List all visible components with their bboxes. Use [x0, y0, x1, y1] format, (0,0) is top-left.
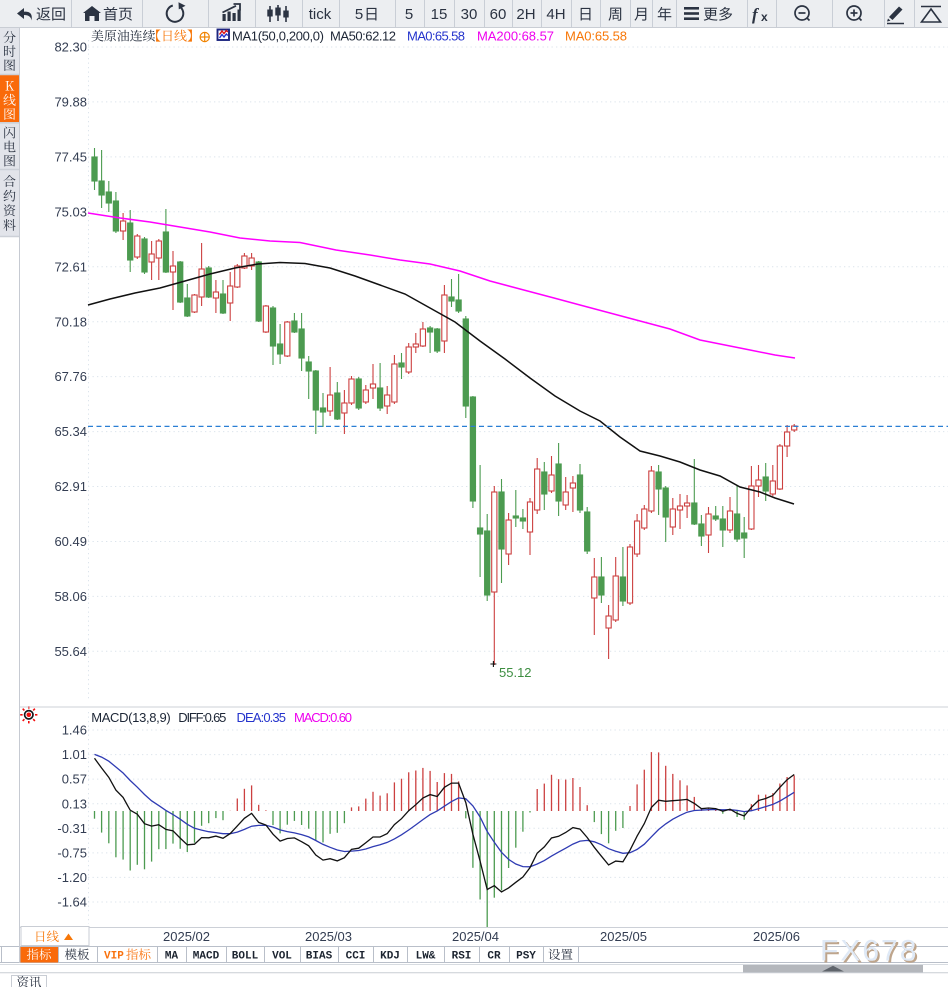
svg-text:MACD:0.60: MACD:0.60 — [294, 710, 352, 725]
svg-text:77.45: 77.45 — [54, 150, 87, 165]
svg-text:2025/05: 2025/05 — [600, 929, 647, 944]
svg-text:RSI: RSI — [452, 951, 472, 963]
svg-text:82.30: 82.30 — [54, 40, 87, 55]
svg-text:-0.75: -0.75 — [57, 846, 87, 861]
svg-text:BOLL: BOLL — [232, 951, 259, 963]
svg-text:65.34: 65.34 — [54, 424, 87, 439]
svg-text:MA0:65.58: MA0:65.58 — [407, 28, 465, 43]
svg-text:BIAS: BIAS — [306, 951, 333, 963]
svg-text:55.64: 55.64 — [54, 644, 87, 659]
svg-text:MA0:65.58: MA0:65.58 — [565, 28, 627, 43]
svg-text:CCI: CCI — [346, 951, 366, 963]
svg-text:5: 5 — [355, 6, 363, 23]
svg-text:5: 5 — [405, 6, 413, 23]
svg-text:MACD(13,8,9): MACD(13,8,9) — [91, 710, 171, 725]
svg-text:-1.20: -1.20 — [57, 870, 87, 885]
svg-text:x: x — [761, 10, 768, 24]
svg-text:2025/03: 2025/03 — [305, 929, 352, 944]
svg-text:1.01: 1.01 — [62, 747, 87, 762]
svg-text:PSY: PSY — [516, 951, 536, 963]
svg-text:MA200:68.57: MA200:68.57 — [477, 28, 554, 43]
svg-text:58.06: 58.06 — [54, 589, 87, 604]
svg-text:62.91: 62.91 — [54, 479, 87, 494]
svg-text:2H: 2H — [516, 6, 535, 23]
svg-text:15: 15 — [431, 6, 448, 23]
svg-text:2025/06: 2025/06 — [753, 929, 800, 944]
svg-text:60.49: 60.49 — [54, 534, 87, 549]
svg-text:72.61: 72.61 — [54, 259, 87, 274]
svg-text:LW&: LW& — [416, 951, 436, 963]
svg-text:67.76: 67.76 — [54, 369, 87, 384]
svg-text:55.12: 55.12 — [499, 665, 532, 680]
svg-text:VIP: VIP — [104, 951, 124, 963]
svg-text:30: 30 — [461, 6, 478, 23]
svg-text:tick: tick — [309, 6, 332, 23]
svg-text:MACD: MACD — [193, 951, 220, 963]
svg-text:f: f — [752, 5, 760, 24]
svg-text:70.18: 70.18 — [54, 314, 87, 329]
svg-text:0.13: 0.13 — [62, 796, 87, 811]
svg-text:0.57: 0.57 — [62, 772, 87, 787]
svg-text:60: 60 — [490, 6, 507, 23]
svg-text:KDJ: KDJ — [380, 951, 400, 963]
svg-text:2025/04: 2025/04 — [452, 929, 499, 944]
svg-text:VOL: VOL — [272, 951, 292, 963]
svg-text:4H: 4H — [546, 6, 565, 23]
svg-text:FX678: FX678 — [820, 935, 918, 968]
svg-text:MA: MA — [165, 951, 179, 963]
svg-text:-0.31: -0.31 — [57, 821, 87, 836]
svg-text:DIFF:0.65: DIFF:0.65 — [178, 710, 226, 725]
svg-text:75.03: 75.03 — [54, 204, 87, 219]
svg-text:CR: CR — [487, 951, 501, 963]
svg-text:79.88: 79.88 — [54, 95, 87, 110]
svg-text:-1.64: -1.64 — [57, 895, 87, 910]
svg-text:MA50:62.12: MA50:62.12 — [330, 28, 396, 43]
svg-text:1.46: 1.46 — [62, 723, 87, 738]
svg-text:MA1(50,0,200,0): MA1(50,0,200,0) — [232, 28, 324, 43]
svg-text:DEA:0.35: DEA:0.35 — [237, 710, 287, 725]
svg-text:2025/02: 2025/02 — [163, 929, 210, 944]
